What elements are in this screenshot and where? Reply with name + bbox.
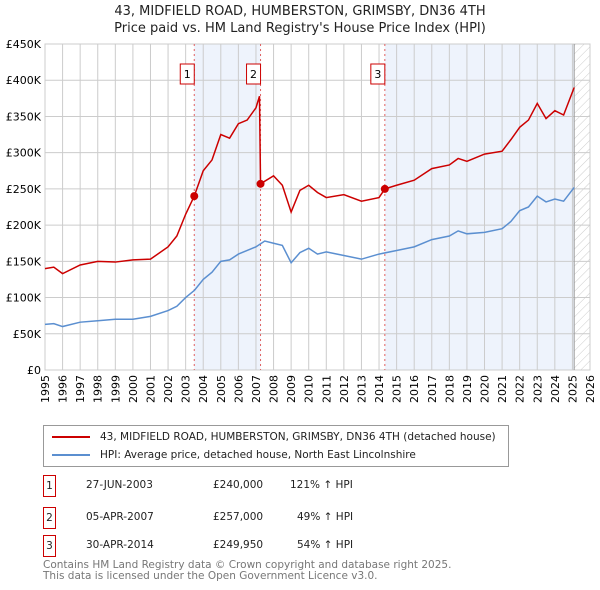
- red-line-swatch: [52, 436, 90, 438]
- sale-label: 2: [250, 68, 257, 81]
- x-tick-label: 2001: [144, 375, 157, 403]
- y-tick-label: £300K: [6, 147, 42, 160]
- sale-marker: 3: [43, 535, 56, 557]
- x-tick-label: 2021: [496, 375, 509, 403]
- sale-row: 2 05-APR-2007 £257,000 49% ↑ HPI: [43, 507, 443, 529]
- x-tick-label: 2016: [408, 375, 421, 403]
- y-tick-label: £400K: [6, 74, 42, 87]
- x-tick-label: 2008: [268, 375, 281, 403]
- sale-point: [256, 179, 265, 188]
- sale-row: 1 27-JUN-2003 £240,000 121% ↑ HPI: [43, 475, 443, 497]
- legend-item-property: 43, MIDFIELD ROAD, HUMBERSTON, GRIMSBY, …: [52, 431, 496, 443]
- chart-title: 43, MIDFIELD ROAD, HUMBERSTON, GRIMSBY, …: [114, 4, 486, 19]
- sale-hpi: 49% ↑ HPI: [297, 511, 354, 523]
- footer: Contains HM Land Registry data © Crown c…: [43, 560, 451, 582]
- x-tick-label: 2017: [426, 375, 439, 403]
- x-tick-label: 2025: [566, 375, 579, 403]
- sale-label: 1: [184, 68, 191, 81]
- sale-point: [190, 192, 199, 201]
- x-tick-label: 2012: [338, 375, 351, 403]
- sale-marker: 1: [43, 475, 56, 497]
- sale-date: 05-APR-2007: [86, 511, 154, 523]
- x-tick-label: 2004: [197, 375, 210, 403]
- x-tick-label: 2014: [373, 375, 386, 403]
- sale-marker: 2: [43, 507, 56, 529]
- y-tick-label: £0: [27, 364, 41, 377]
- sale-date: 30-APR-2014: [86, 539, 154, 551]
- sale-row: 3 30-APR-2014 £249,950 54% ↑ HPI: [43, 535, 443, 557]
- x-tick-label: 2019: [461, 375, 474, 403]
- plot-border: [44, 43, 591, 371]
- x-tick-label: 2015: [391, 375, 404, 403]
- x-tick-label: 2009: [285, 375, 298, 403]
- legend-label: 43, MIDFIELD ROAD, HUMBERSTON, GRIMSBY, …: [100, 431, 496, 443]
- x-tick-label: 2024: [549, 375, 562, 403]
- sale-label-box: [179, 63, 195, 85]
- shaded-period: [194, 44, 261, 370]
- x-tick-label: 2022: [514, 375, 527, 403]
- chart-subtitle: Price paid vs. HM Land Registry's House …: [114, 21, 486, 36]
- sale-label: 3: [374, 68, 381, 81]
- y-tick-label: £450K: [6, 38, 42, 51]
- legend-item-hpi: HPI: Average price, detached house, Nort…: [52, 449, 416, 461]
- y-tick-label: £200K: [6, 219, 42, 232]
- sale-label-box: [370, 63, 386, 85]
- y-tick-label: £250K: [6, 183, 42, 196]
- y-tick-label: £150K: [6, 255, 42, 268]
- x-tick-label: 2003: [180, 375, 193, 403]
- x-tick-label: 2023: [531, 375, 544, 403]
- price-chart: 1995 1996 1997 1998 1999 2000 2001 2002 2003 2004…: [6, 38, 597, 403]
- x-tick-label: 1996: [57, 375, 70, 403]
- sale-label-box: [246, 63, 262, 85]
- sale-point: [380, 184, 389, 193]
- shaded-period: [384, 44, 575, 370]
- x-tick-label: 1999: [109, 375, 122, 403]
- blue-line-swatch: [52, 454, 90, 456]
- x-tick-label: 1997: [74, 375, 87, 403]
- series-line: [44, 87, 575, 275]
- x-tick-label: 1998: [92, 375, 105, 403]
- x-tick-label: 2010: [303, 375, 316, 403]
- x-tick-label: 2026: [584, 375, 597, 403]
- x-tick-label: 2020: [479, 375, 492, 403]
- future-hatch: [574, 44, 590, 370]
- x-tick-label: 1995: [39, 375, 52, 403]
- x-tick-label: 2006: [232, 375, 245, 403]
- sale-price: £249,950: [213, 539, 264, 551]
- sale-date: 27-JUN-2003: [86, 479, 153, 491]
- x-tick-label: 2007: [250, 375, 263, 403]
- x-tick-label: 2011: [320, 375, 333, 403]
- sale-price: £240,000: [213, 479, 264, 491]
- x-tick-label: 2005: [215, 375, 228, 403]
- sale-hpi: 54% ↑ HPI: [297, 539, 354, 551]
- y-tick-label: £350K: [6, 110, 42, 123]
- x-tick-label: 2018: [443, 375, 456, 403]
- x-tick-label: 2013: [355, 375, 368, 403]
- series-line: [44, 186, 575, 328]
- x-tick-label: 2000: [127, 375, 140, 403]
- y-tick-label: £50K: [13, 328, 42, 341]
- x-tick-label: 2002: [162, 375, 175, 403]
- sale-price: £257,000: [213, 511, 264, 523]
- legend-label: HPI: Average price, detached house, Nort…: [100, 449, 416, 461]
- footer-line: Contains HM Land Registry data © Crown c…: [43, 559, 452, 571]
- footer-line: This data is licensed under the Open Gov…: [43, 570, 378, 582]
- legend: 43, MIDFIELD ROAD, HUMBERSTON, GRIMSBY, …: [43, 425, 509, 467]
- y-tick-label: £100K: [6, 292, 42, 305]
- sale-hpi: 121% ↑ HPI: [290, 479, 353, 491]
